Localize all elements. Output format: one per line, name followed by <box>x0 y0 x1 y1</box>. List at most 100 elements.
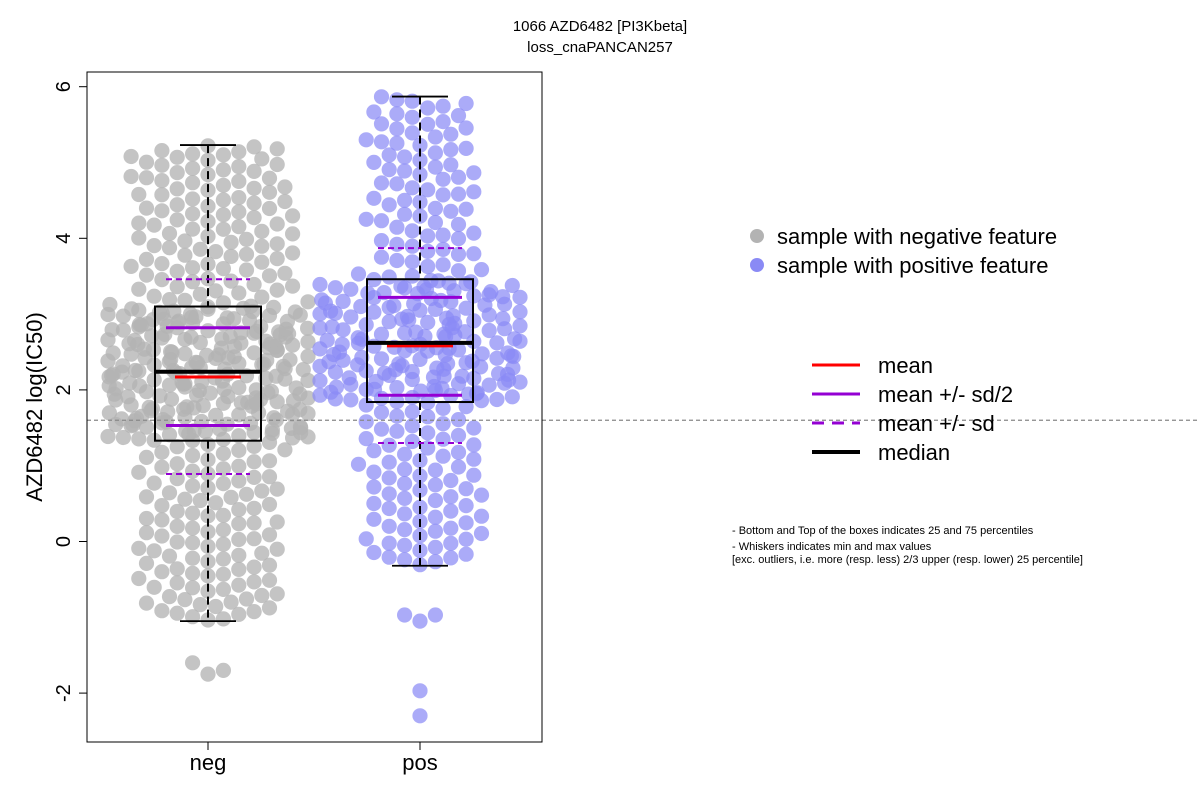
data-point-neg <box>246 515 262 531</box>
data-point-neg <box>231 204 247 220</box>
data-point-neg <box>246 195 262 211</box>
data-point-neg <box>231 442 247 458</box>
data-point-pos <box>450 108 467 124</box>
data-point-neg <box>208 244 224 260</box>
data-point-neg <box>277 442 293 458</box>
data-point-neg <box>146 475 162 491</box>
data-point-pos <box>389 408 405 424</box>
data-point-neg <box>277 265 293 281</box>
data-point-pos <box>404 125 420 141</box>
data-point-pos <box>450 412 467 428</box>
data-point-pos <box>427 607 443 623</box>
data-point-neg <box>215 445 231 462</box>
data-point-pos <box>366 304 382 320</box>
data-point-neg <box>161 548 178 564</box>
data-point-neg <box>169 212 185 228</box>
data-point-neg <box>246 276 262 293</box>
data-point-neg <box>285 226 301 242</box>
data-point-pos <box>373 249 390 265</box>
data-point-pos <box>466 165 482 181</box>
data-point-neg <box>185 655 201 671</box>
data-point-pos <box>427 462 443 478</box>
data-point-neg <box>138 489 155 505</box>
data-point-pos <box>458 95 474 112</box>
data-point-pos <box>450 186 467 202</box>
data-point-pos <box>427 159 443 175</box>
data-point-pos <box>481 377 497 393</box>
data-point-neg <box>154 173 170 189</box>
data-point-neg <box>138 449 155 465</box>
data-point-neg <box>215 522 231 538</box>
data-point-neg <box>138 251 155 267</box>
data-point-neg <box>101 405 117 421</box>
data-point-neg <box>154 459 170 475</box>
data-point-pos <box>389 106 405 122</box>
data-point-neg <box>215 177 231 193</box>
data-point-neg <box>154 272 170 288</box>
data-point-neg <box>141 399 157 415</box>
data-point-pos <box>427 539 443 556</box>
data-point-pos <box>512 304 528 320</box>
data-point-neg <box>246 559 262 575</box>
data-point-pos <box>397 506 413 522</box>
data-point-pos <box>458 546 474 562</box>
data-point-pos <box>354 349 370 366</box>
data-point-neg <box>263 383 279 399</box>
points-layer <box>100 89 528 724</box>
data-point-pos <box>443 203 459 219</box>
data-point-pos <box>373 404 390 420</box>
data-point-pos <box>466 467 482 483</box>
data-point-pos <box>399 308 415 325</box>
data-point-pos <box>435 187 451 203</box>
data-point-pos <box>353 298 369 315</box>
data-point-pos <box>443 503 459 519</box>
data-point-neg <box>185 146 201 162</box>
data-point-pos <box>366 495 382 512</box>
data-point-neg <box>208 407 224 423</box>
data-point-pos <box>473 508 490 524</box>
data-point-neg <box>185 221 201 237</box>
data-point-pos <box>435 227 451 243</box>
data-point-pos <box>366 154 382 170</box>
data-point-pos <box>435 241 451 257</box>
data-point-neg <box>131 570 147 587</box>
data-point-neg <box>200 508 216 524</box>
data-point-neg <box>192 241 208 257</box>
data-point-pos <box>435 114 451 130</box>
data-point-pos <box>435 416 451 432</box>
data-point-pos <box>450 263 467 279</box>
data-point-neg <box>185 520 201 536</box>
data-point-pos <box>404 223 420 239</box>
data-point-pos <box>381 437 397 453</box>
data-point-neg <box>154 203 170 219</box>
data-point-pos <box>491 366 507 382</box>
data-point-neg <box>169 149 185 165</box>
legend-marker <box>750 258 764 272</box>
data-point-neg <box>185 550 201 566</box>
data-point-pos <box>512 318 528 334</box>
data-point-pos <box>381 470 397 486</box>
data-point-neg <box>231 502 247 518</box>
data-point-pos <box>389 219 405 235</box>
data-point-pos <box>397 206 413 222</box>
data-point-pos <box>319 332 335 348</box>
data-point-neg <box>138 267 155 283</box>
data-point-pos <box>343 309 359 325</box>
data-point-pos <box>386 298 402 314</box>
data-point-pos <box>466 420 482 436</box>
data-point-neg <box>169 518 185 535</box>
data-point-pos <box>504 389 520 405</box>
data-point-pos <box>420 258 436 275</box>
data-point-neg <box>120 389 136 405</box>
data-point-pos <box>312 373 328 389</box>
data-point-neg <box>154 157 170 173</box>
data-point-neg <box>215 611 231 627</box>
data-point-pos <box>397 325 413 341</box>
data-point-neg <box>246 345 262 361</box>
data-point-pos <box>389 121 405 137</box>
data-point-pos <box>324 319 340 335</box>
data-point-neg <box>231 516 247 532</box>
data-point-neg <box>231 473 247 489</box>
data-point-pos <box>458 481 474 497</box>
